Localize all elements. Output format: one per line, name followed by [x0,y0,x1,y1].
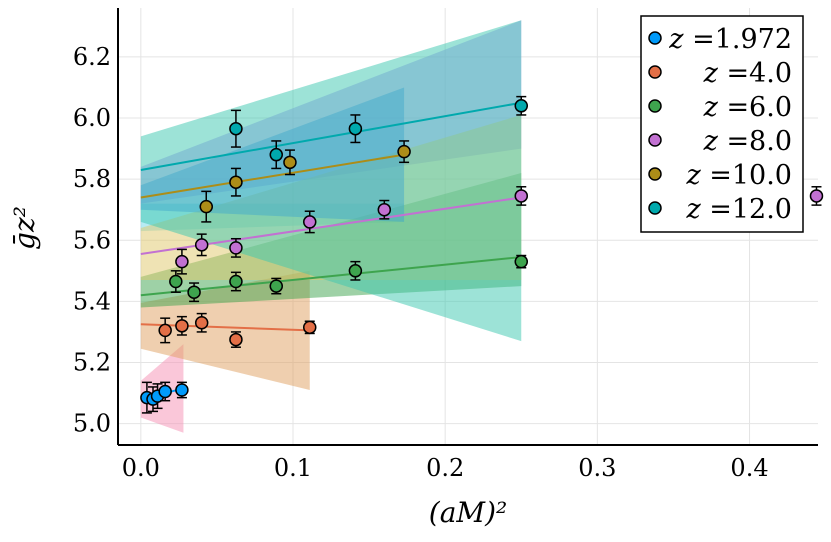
data-point [229,274,243,289]
data-point [269,279,284,293]
data-point [229,175,243,189]
y-tick-label: 6.0 [73,104,111,132]
data-point [397,144,411,159]
data-point [194,238,209,252]
data-point [187,285,201,299]
data-point [514,189,529,203]
data-point [809,189,824,203]
y-tick-label: 5.8 [73,165,111,193]
data-point [169,274,183,289]
fit-line [140,256,522,297]
data-point [348,121,363,136]
y-axis-label: ḡz² [8,206,41,250]
legend-label: z =12.0 [685,194,792,225]
data-point [158,384,172,399]
data-point [229,121,243,136]
data-point [283,155,297,170]
data-point [175,254,189,269]
legend-marker [648,99,662,113]
data-point [175,319,189,333]
legend-box [640,15,804,233]
data-point [514,99,529,113]
legend-label: z =10.0 [685,160,792,191]
x-axis-label: (aM)² [429,496,507,529]
y-tick-label: 5.4 [73,287,111,315]
legend-marker [648,133,662,147]
data-point [269,147,284,162]
data-point [175,383,189,397]
data-point [158,323,172,338]
legend-marker [648,31,662,45]
legend-label: z =1.972 [668,24,792,55]
x-tick-label: 0.0 [122,454,160,482]
x-tick-label: 0.2 [426,454,464,482]
tick-labels: 0.0 0.1 0.2 0.3 0.4 5.0 5.2 5.4 5.6 5.8 6.0 6.2 [73,43,769,482]
data-point [302,320,317,335]
data-points [140,95,824,414]
fit-line [140,153,405,199]
y-tick-label: 5.6 [73,226,111,254]
legend-marker [648,201,662,215]
legend-label: z =4.0 [703,58,792,89]
x-tick-label: 0.3 [578,454,616,482]
legend-marker [648,65,662,79]
fit-line [140,101,522,171]
confidence-band [140,20,522,342]
legend-marker [648,167,662,181]
y-tick-label: 5.2 [73,348,111,376]
x-tick-label: 0.1 [274,454,312,482]
data-point [229,241,243,255]
x-tick-label: 0.4 [730,454,768,482]
y-tick-label: 5.0 [73,410,111,438]
data-point [377,202,392,217]
y-tick-label: 6.2 [73,43,111,71]
data-point [199,199,214,214]
data-point [348,264,363,278]
legend-label: z =8.0 [703,126,792,157]
legend-label: z =6.0 [703,92,792,123]
data-point [302,215,317,229]
axes [117,8,818,446]
data-point [514,254,529,269]
data-point [229,332,243,347]
data-point [194,316,209,330]
